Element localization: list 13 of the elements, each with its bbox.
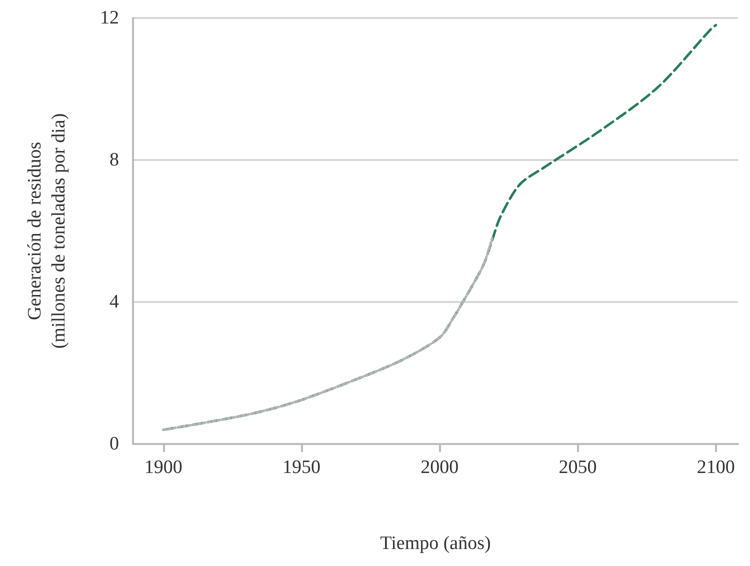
x-tick-label: 1950 [282, 457, 321, 478]
line-series [162, 236, 494, 432]
y-tick-label: 12 [100, 8, 119, 28]
y-axis-title: Generación de residuos (millones de toneladas por dia) [24, 113, 70, 349]
x-tick-label: 2000 [420, 457, 459, 478]
y-tick-label: 4 [110, 292, 120, 312]
x-tick-label: 1900 [144, 457, 182, 478]
x-tick-label: 2100 [696, 457, 735, 478]
y-tick-label: 8 [110, 150, 119, 170]
line-series [162, 24, 718, 432]
x-axis-title: Tiempo (años) [380, 533, 491, 554]
x-tick-label: 2050 [558, 457, 597, 478]
y-tick-label: 0 [110, 434, 119, 454]
